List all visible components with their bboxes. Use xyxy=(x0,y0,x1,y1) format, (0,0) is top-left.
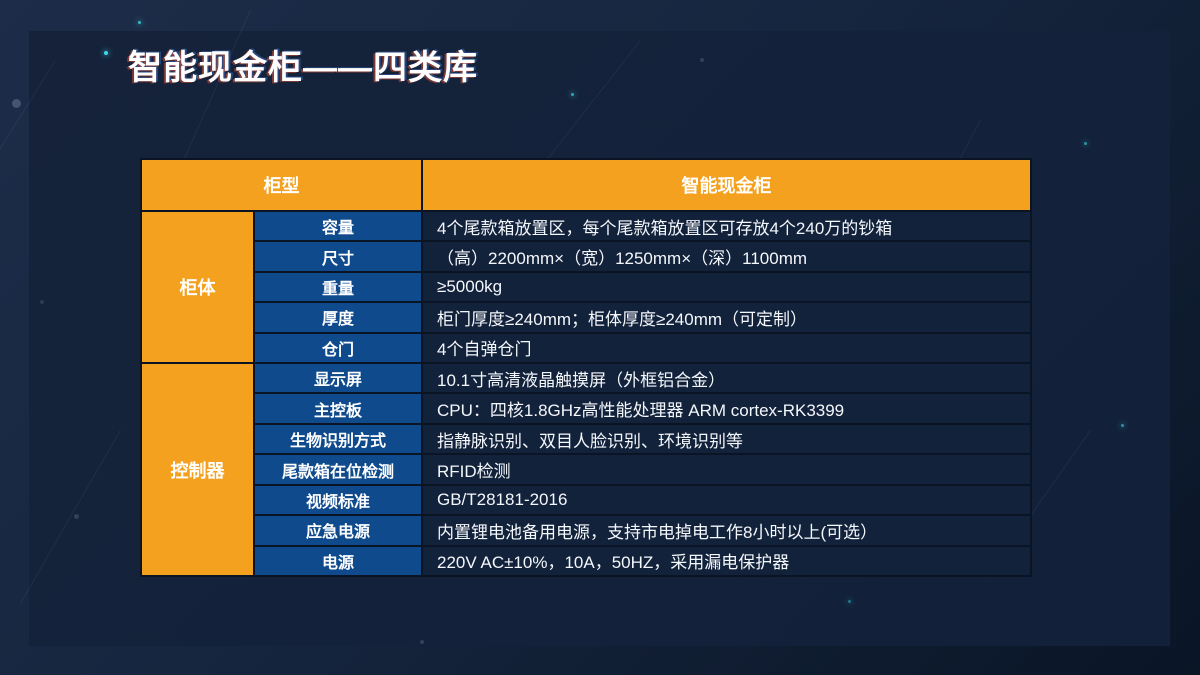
row-label: 重量 xyxy=(255,272,421,302)
row-value: 220V AC±10%，10A，50HZ，采用漏电保护器 xyxy=(423,546,1030,575)
row-value: 10.1寸高清液晶触摸屏（外框铝合金） xyxy=(423,364,1030,393)
row-label: 生物识别方式 xyxy=(255,424,421,454)
row-label: 主控板 xyxy=(255,394,421,423)
row-label: 视频标准 xyxy=(255,485,421,515)
row-value: 柜门厚度≥240mm；柜体厚度≥240mm（可定制） xyxy=(423,303,1030,332)
row-label: 容量 xyxy=(255,212,421,241)
page-title: 智能现金柜——四类库 xyxy=(128,49,478,87)
row-value: （高）2200mm×（宽）1250mm×（深）1100mm xyxy=(423,242,1030,271)
row-value: ≥5000kg xyxy=(423,272,1030,302)
group-cell-cabinet: 柜体 xyxy=(142,212,253,363)
row-value: 指静脉识别、双目人脸识别、环境识别等 xyxy=(423,424,1030,454)
group-cell-controller: 控制器 xyxy=(142,364,253,575)
row-label: 尺寸 xyxy=(255,242,421,271)
row-label: 尾款箱在位检测 xyxy=(255,455,421,484)
row-value: GB/T28181-2016 xyxy=(423,485,1030,515)
spec-table: 柜型 智能现金柜 柜体 控制器 容量 4个尾款箱放置区，每个尾款箱放置区可存放4… xyxy=(140,158,1032,577)
table-header-product: 智能现金柜 xyxy=(423,160,1030,210)
row-value: 4个尾款箱放置区，每个尾款箱放置区可存放4个240万的钞箱 xyxy=(423,212,1030,241)
row-label: 仓门 xyxy=(255,333,421,363)
table-header-type: 柜型 xyxy=(142,160,421,210)
row-label: 应急电源 xyxy=(255,516,421,545)
row-value: CPU：四核1.8GHz高性能处理器 ARM cortex-RK3399 xyxy=(423,394,1030,423)
row-label: 电源 xyxy=(255,546,421,575)
row-label: 显示屏 xyxy=(255,364,421,393)
row-label: 厚度 xyxy=(255,303,421,332)
star-dot xyxy=(138,21,141,24)
row-value: 4个自弹仓门 xyxy=(423,333,1030,363)
row-value: 内置锂电池备用电源，支持市电掉电工作8小时以上(可选） xyxy=(423,516,1030,545)
row-value: RFID检测 xyxy=(423,455,1030,484)
star-dot xyxy=(12,99,21,108)
